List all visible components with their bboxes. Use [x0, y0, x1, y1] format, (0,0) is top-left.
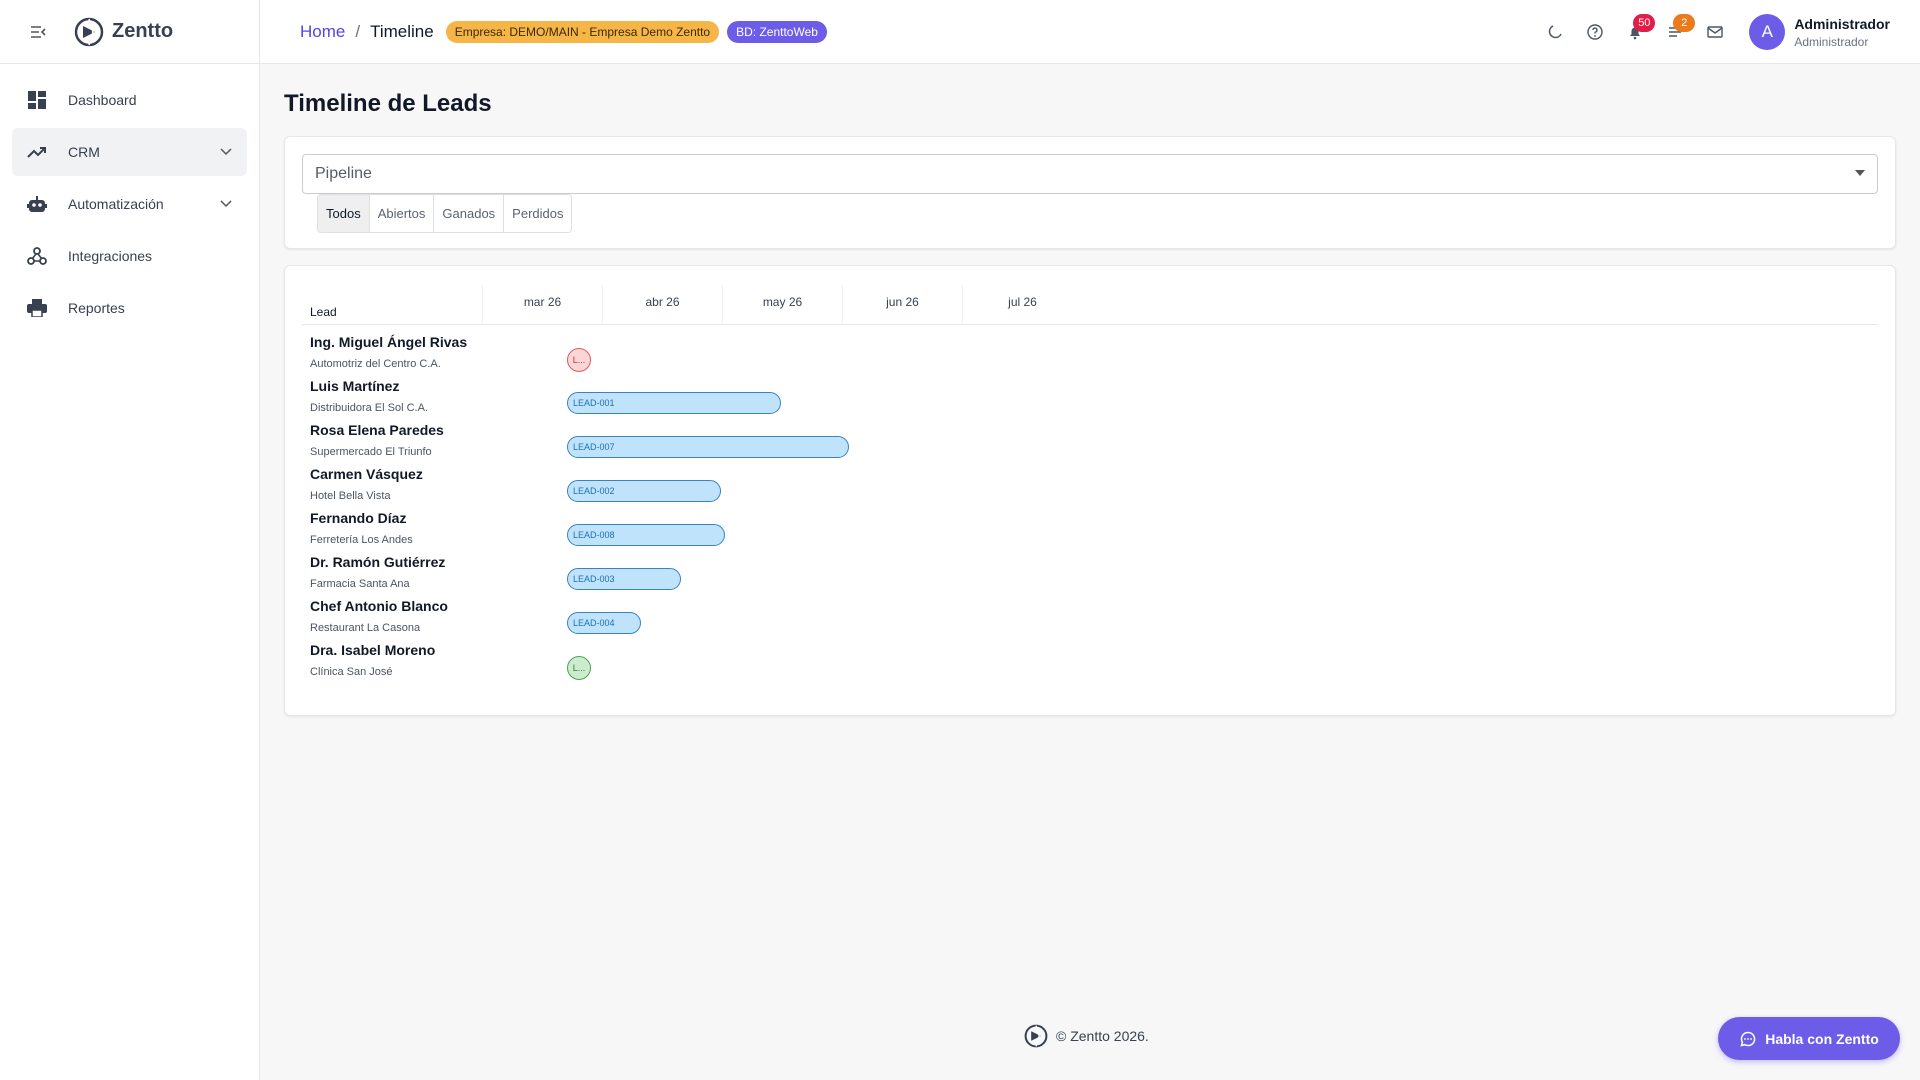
lead-lost-marker[interactable]: L...	[567, 348, 591, 372]
lead-company: Clínica San José	[310, 666, 393, 678]
chevron-down-icon	[219, 197, 233, 211]
notifications-count-badge: 50	[1633, 14, 1656, 32]
robot-icon	[26, 193, 48, 215]
brand-name: Zentto	[112, 20, 174, 42]
lead-company: Distribuidora El Sol C.A.	[310, 402, 428, 414]
tasks-count-badge: 2	[1673, 14, 1696, 32]
dropdown-arrow-icon	[1855, 170, 1865, 176]
user-role: Administrador	[1794, 34, 1869, 49]
lead-bar[interactable]: LEAD-002	[567, 480, 721, 502]
user-info[interactable]: Administrador Administrador	[1794, 16, 1890, 49]
lead-name: Dra. Isabel Moreno	[310, 642, 436, 658]
database-badge[interactable]: BD: ZenttoWeb	[727, 20, 827, 43]
printer-icon	[26, 297, 48, 319]
lead-bar[interactable]: LEAD-003	[567, 568, 681, 590]
chat-button-label: Habla con Zentto	[1765, 1030, 1879, 1047]
sidebar-item-label: Dashboard	[68, 92, 137, 108]
month-header: may 26	[722, 285, 842, 325]
timeline-row: Carmen Vásquez Hotel Bella Vista LEAD-00…	[310, 466, 1870, 510]
dashboard-icon	[26, 89, 48, 111]
lead-name: Carmen Vásquez	[310, 466, 423, 482]
chat-bubble-icon	[1739, 1030, 1757, 1048]
timeline-row: Fernando Díaz Ferretería Los Andes LEAD-…	[310, 510, 1870, 554]
sidebar-item-label: CRM	[68, 144, 100, 160]
lead-company: Ferretería Los Andes	[310, 534, 413, 546]
zentto-logo-icon	[74, 17, 104, 46]
breadcrumb-separator: /	[355, 21, 361, 41]
webhook-icon	[26, 245, 48, 267]
footer: © Zentto 2026.	[1024, 1024, 1149, 1048]
lead-won-marker[interactable]: L...	[567, 656, 591, 680]
user-name: Administrador	[1794, 15, 1890, 32]
zentto-logo-icon	[1024, 1024, 1048, 1048]
sidebar-item-label: Automatización	[68, 196, 164, 212]
tab-abiertos[interactable]: Abiertos	[369, 195, 435, 232]
lead-bar[interactable]: LEAD-008	[567, 524, 725, 546]
lead-name: Ing. Miguel Ángel Rivas	[310, 334, 468, 350]
avatar[interactable]: A	[1749, 14, 1786, 50]
sidebar-item-integraciones[interactable]: Integraciones	[12, 232, 247, 280]
tab-perdidos[interactable]: Perdidos	[504, 195, 572, 232]
lead-company: Restaurant La Casona	[310, 622, 421, 634]
chat-button[interactable]: Habla con Zentto	[1718, 1017, 1900, 1060]
page-title: Timeline de Leads	[284, 90, 492, 117]
timeline-row: Luis Martínez Distribuidora El Sol C.A. …	[310, 378, 1870, 422]
month-header: jun 26	[842, 285, 962, 325]
sidebar-item-reportes[interactable]: Reportes	[12, 284, 247, 332]
sidebar-item-crm[interactable]: CRM	[12, 128, 247, 176]
footer-copyright: © Zentto 2026.	[1056, 1028, 1149, 1044]
month-header: jul 26	[962, 285, 1082, 325]
timeline-header: Lead mar 26 abr 26 may 26 jun 26 jul 26	[302, 285, 1878, 325]
filter-card: Pipeline Todos Abiertos Ganados Perdidos	[284, 136, 1896, 249]
sidebar-nav: Dashboard CRM Automatización Integrac	[0, 64, 259, 348]
lead-bar[interactable]: LEAD-004	[567, 612, 641, 634]
tab-todos[interactable]: Todos	[318, 195, 370, 232]
breadcrumb-home-link[interactable]: Home	[300, 21, 346, 41]
empresa-badge[interactable]: Empresa: DEMO/MAIN - Empresa Demo Zentto	[445, 20, 720, 43]
timeline-card: Lead mar 26 abr 26 may 26 jun 26 jul 26 …	[284, 265, 1896, 716]
lead-company: Supermercado El Triunfo	[310, 446, 432, 458]
breadcrumb: Home / Timeline	[300, 22, 434, 42]
lead-name: Chef Antonio Blanco	[310, 598, 448, 614]
lead-name: Dr. Ramón Gutiérrez	[310, 554, 446, 570]
month-header: mar 26	[482, 285, 602, 325]
timeline-row: Ing. Miguel Ángel Rivas Automotriz del C…	[310, 334, 1870, 378]
lead-company: Hotel Bella Vista	[310, 490, 391, 502]
lead-name: Rosa Elena Paredes	[310, 422, 444, 438]
trending-up-icon	[26, 141, 48, 163]
top-header: Home / Timeline Empresa: DEMO/MAIN - Emp…	[260, 0, 1920, 64]
lead-company: Automotriz del Centro C.A.	[310, 358, 441, 370]
pipeline-select[interactable]: Pipeline	[302, 154, 1878, 194]
lead-name: Luis Martínez	[310, 378, 400, 394]
timeline-row: Chef Antonio Blanco Restaurant La Casona…	[310, 598, 1870, 642]
timeline-row: Dr. Ramón Gutiérrez Farmacia Santa Ana L…	[310, 554, 1870, 598]
sidebar-item-label: Integraciones	[68, 248, 153, 264]
notifications-icon[interactable]: 50	[1621, 14, 1656, 46]
help-icon[interactable]	[1581, 18, 1609, 46]
sidebar: Zentto Dashboard CRM Automatización	[0, 0, 260, 1080]
lead-bar[interactable]: LEAD-007	[567, 436, 849, 458]
timeline-row: Rosa Elena Paredes Supermercado El Triun…	[310, 422, 1870, 466]
tab-ganados[interactable]: Ganados	[434, 195, 505, 232]
tasks-icon[interactable]: 2	[1661, 14, 1696, 46]
sidebar-item-automatizacion[interactable]: Automatización	[12, 180, 247, 228]
collapse-sidebar-icon[interactable]	[28, 22, 48, 42]
lead-bar[interactable]: LEAD-001	[567, 392, 781, 414]
lead-company: Farmacia Santa Ana	[310, 578, 410, 590]
sidebar-item-dashboard[interactable]: Dashboard	[12, 76, 247, 124]
sidebar-item-label: Reportes	[68, 300, 125, 316]
mail-icon[interactable]	[1701, 18, 1729, 46]
lead-column-header: Lead	[310, 305, 337, 319]
brand-bar: Zentto	[0, 0, 259, 64]
chevron-down-icon	[219, 145, 233, 159]
timeline-row: Dra. Isabel Moreno Clínica San José L...	[310, 642, 1870, 686]
header-actions: 50 2 A Administrador Administrador	[1529, 0, 1890, 64]
dark-mode-icon[interactable]	[1541, 18, 1569, 46]
breadcrumb-current: Timeline	[370, 21, 434, 41]
month-header: abr 26	[602, 285, 722, 325]
status-filter-tabs: Todos Abiertos Ganados Perdidos	[317, 194, 573, 233]
pipeline-select-placeholder: Pipeline	[315, 165, 372, 182]
lead-name: Fernando Díaz	[310, 510, 407, 526]
